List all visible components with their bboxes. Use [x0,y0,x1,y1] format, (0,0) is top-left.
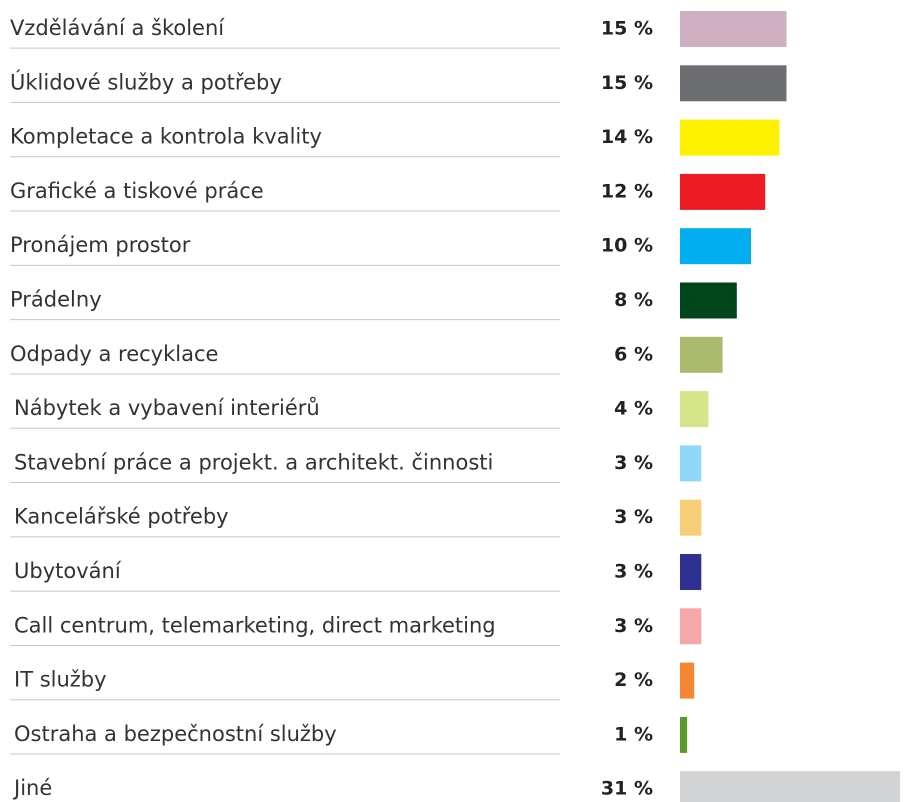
value-label: 3 % [614,561,653,583]
category-label: Grafické a tiskové práce [10,179,264,203]
category-label: Kancelářské potřeby [14,505,229,529]
value-label: 12 % [601,180,653,202]
value-label: 3 % [614,615,653,637]
bar [680,499,702,536]
bar [680,771,901,802]
category-label: Call centrum, telemarketing, direct mark… [14,613,496,637]
value-label: 14 % [601,126,653,148]
value-label: 8 % [614,289,653,311]
category-label: Ubytování [14,559,122,583]
category-label: Stavební práce a projekt. a architekt. č… [14,450,493,474]
value-label: 1 % [614,723,653,745]
bar [680,336,723,373]
category-label: Úklidové služby a potřeby [10,69,282,94]
bar [680,716,688,753]
bar [680,65,787,102]
bar [680,119,780,156]
value-label: 15 % [601,18,653,40]
bar [680,282,737,319]
bar [680,391,709,428]
bar [680,11,787,47]
value-label: 6 % [614,343,653,365]
category-label: Kompletace a kontrola kvality [10,125,322,149]
category-label: Odpady a recyklace [10,342,218,366]
category-label: Nábytek a vybavení interiérů [14,396,320,420]
value-label: 3 % [614,506,653,528]
category-label: Prádelny [10,288,102,312]
category-label: Jiné [12,776,52,800]
value-label: 10 % [601,235,653,257]
bar [680,608,702,645]
value-label: 15 % [601,72,653,94]
category-label: Pronájem prostor [10,233,191,257]
bar [680,173,766,210]
category-label: Ostraha a bezpečnostní služby [14,722,337,746]
bar [680,662,695,699]
value-label: 4 % [614,398,653,420]
value-label: 3 % [614,452,653,474]
value-label: 31 % [601,778,653,800]
category-label: IT služby [14,668,107,692]
bar [680,445,702,482]
bar [680,228,751,265]
value-label: 2 % [614,669,653,691]
bar [680,554,702,590]
category-label: Vzdělávání a školení [10,16,225,40]
